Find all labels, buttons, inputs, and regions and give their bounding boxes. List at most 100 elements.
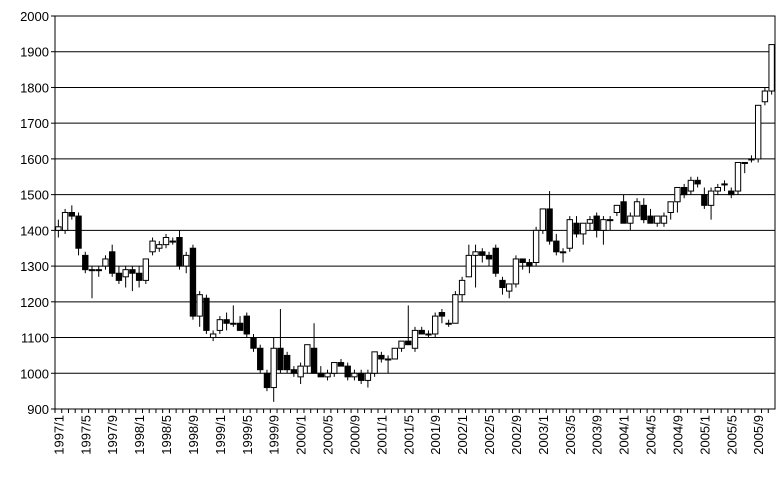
candle-body: [654, 215, 661, 224]
x-tick-label: 1997/5: [78, 415, 93, 455]
candle-body: [519, 258, 526, 264]
x-tick-label: 2005/1: [697, 415, 712, 455]
candle-body: [115, 272, 123, 281]
candle-body: [304, 344, 311, 367]
candle-body: [290, 369, 298, 374]
candle-body: [620, 201, 627, 224]
candle-body: [223, 319, 230, 324]
candle-body: [384, 358, 392, 361]
x-tick-label: 1997/1: [51, 415, 66, 455]
candle-body: [546, 208, 553, 242]
candle-body: [250, 337, 257, 349]
candle-body: [243, 315, 250, 335]
candle-body: [391, 347, 399, 360]
candle-body: [109, 251, 116, 274]
candle-body: [283, 354, 291, 371]
candle-body: [169, 240, 176, 243]
candle-body: [230, 322, 237, 325]
candle-body: [61, 212, 69, 231]
y-tick-label: 1900: [20, 45, 49, 60]
candle-body: [216, 319, 224, 331]
candle-body: [142, 258, 150, 281]
candle-body: [189, 247, 197, 317]
x-tick-label: 2003/1: [536, 415, 551, 455]
x-tick-label: 2004/9: [670, 415, 685, 455]
y-tick-label: 1100: [21, 331, 49, 346]
y-tick-label: 1200: [20, 295, 49, 310]
candle-body: [640, 204, 647, 221]
candle-body: [344, 365, 351, 378]
x-tick-label: 2001/9: [428, 415, 443, 455]
candle-body: [707, 190, 715, 206]
candle-body: [270, 347, 277, 389]
y-tick-label: 2000: [20, 9, 49, 24]
candle-body: [647, 215, 654, 224]
candle-body: [479, 251, 486, 256]
candle-body: [492, 247, 499, 274]
x-tick-label: 2001/5: [401, 415, 416, 455]
candle-body: [667, 201, 674, 213]
x-tick-label: 2005/5: [724, 415, 739, 455]
y-tick-label: 1500: [20, 188, 49, 203]
x-tick-label: 1999/1: [213, 415, 228, 455]
candle-body: [539, 208, 547, 231]
candle-body: [566, 219, 573, 249]
y-tick-label: 1000: [20, 366, 49, 381]
x-tick-label: 2002/1: [455, 415, 470, 455]
candle-body: [405, 340, 412, 346]
y-tick-label: 1400: [20, 223, 49, 238]
candle-body: [445, 322, 452, 325]
y-tick-label: 1300: [20, 259, 49, 274]
candle-body: [203, 297, 210, 331]
y-tick-label: 1800: [20, 80, 49, 95]
candle-body: [176, 237, 183, 267]
candle-body: [573, 222, 580, 235]
candle-body: [748, 158, 755, 161]
candle-body: [95, 269, 102, 272]
candle-body: [674, 186, 681, 203]
candle-body: [351, 372, 358, 378]
x-tick-label: 1997/9: [105, 415, 120, 455]
candle-body: [162, 237, 170, 246]
candle-body: [297, 365, 304, 378]
x-tick-label: 1998/5: [159, 415, 174, 455]
y-tick-label: 1700: [20, 116, 49, 131]
candle-body: [371, 351, 378, 374]
candle-body: [425, 333, 432, 336]
candle-body: [485, 254, 493, 260]
x-tick-label: 2000/5: [321, 415, 336, 455]
x-tick-label: 2002/9: [509, 415, 524, 455]
candle-body: [263, 372, 271, 389]
candle-body: [499, 279, 506, 289]
candle-body: [741, 161, 748, 164]
candle-body: [337, 362, 345, 367]
candle-body: [553, 240, 560, 253]
candle-body: [398, 340, 405, 349]
candle-body: [680, 186, 688, 196]
candle-body: [438, 312, 446, 317]
x-tick-label: 1998/1: [132, 415, 147, 455]
candle-body: [761, 90, 769, 103]
candle-body: [317, 372, 324, 378]
candle-body: [613, 204, 621, 213]
candle-body: [257, 347, 264, 371]
candle-body: [378, 354, 385, 360]
candle-body: [458, 279, 466, 296]
candle-body: [452, 294, 459, 324]
y-tick-label: 900: [27, 402, 49, 417]
candle-body: [512, 258, 520, 285]
candle-body: [526, 262, 533, 267]
candle-body: [156, 244, 163, 249]
candle-body: [734, 161, 742, 192]
candle-body: [331, 362, 338, 374]
candle-body: [364, 372, 372, 381]
candle-body: [701, 194, 708, 206]
candle-body: [418, 329, 425, 335]
x-tick-label: 2005/9: [751, 415, 766, 455]
candle-body: [593, 215, 600, 231]
x-tick-label: 1998/9: [186, 415, 201, 455]
candle-body: [82, 254, 89, 271]
candle-body: [627, 215, 634, 224]
candle-body: [310, 347, 318, 374]
x-tick-label: 2003/9: [590, 415, 605, 455]
